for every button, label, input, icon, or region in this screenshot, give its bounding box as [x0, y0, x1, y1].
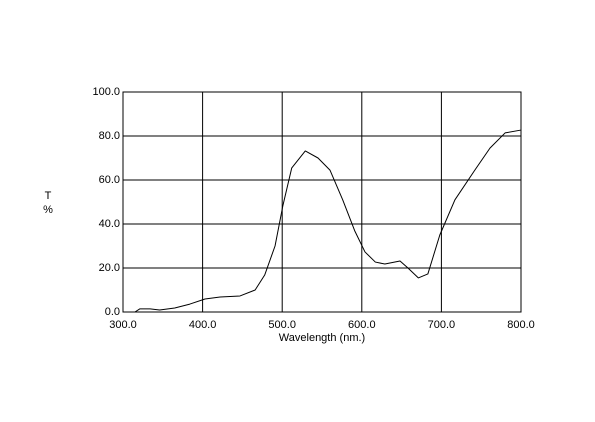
x-tick-label: 400.0	[189, 319, 217, 331]
data-line	[134, 129, 522, 313]
x-tick-label: 700.0	[428, 319, 456, 331]
y-tick-label: 40.0	[99, 218, 120, 230]
y-axis-label: T	[45, 190, 52, 202]
plot-frame	[122, 91, 522, 313]
y-axis-label: %	[43, 204, 53, 216]
x-tick-label: 300.0	[109, 319, 137, 331]
y-tick-label: 100.0	[92, 86, 120, 98]
y-tick-label: 20.0	[99, 262, 120, 274]
y-tick-label: 0.0	[105, 306, 120, 318]
y-tick-label: 60.0	[99, 174, 120, 186]
x-tick-label: 500.0	[268, 319, 296, 331]
x-tick-label: 600.0	[348, 319, 376, 331]
x-axis-label: Wavelength (nm.)	[279, 332, 365, 344]
y-tick-label: 80.0	[99, 130, 120, 142]
x-tick-label: 800.0	[507, 319, 535, 331]
